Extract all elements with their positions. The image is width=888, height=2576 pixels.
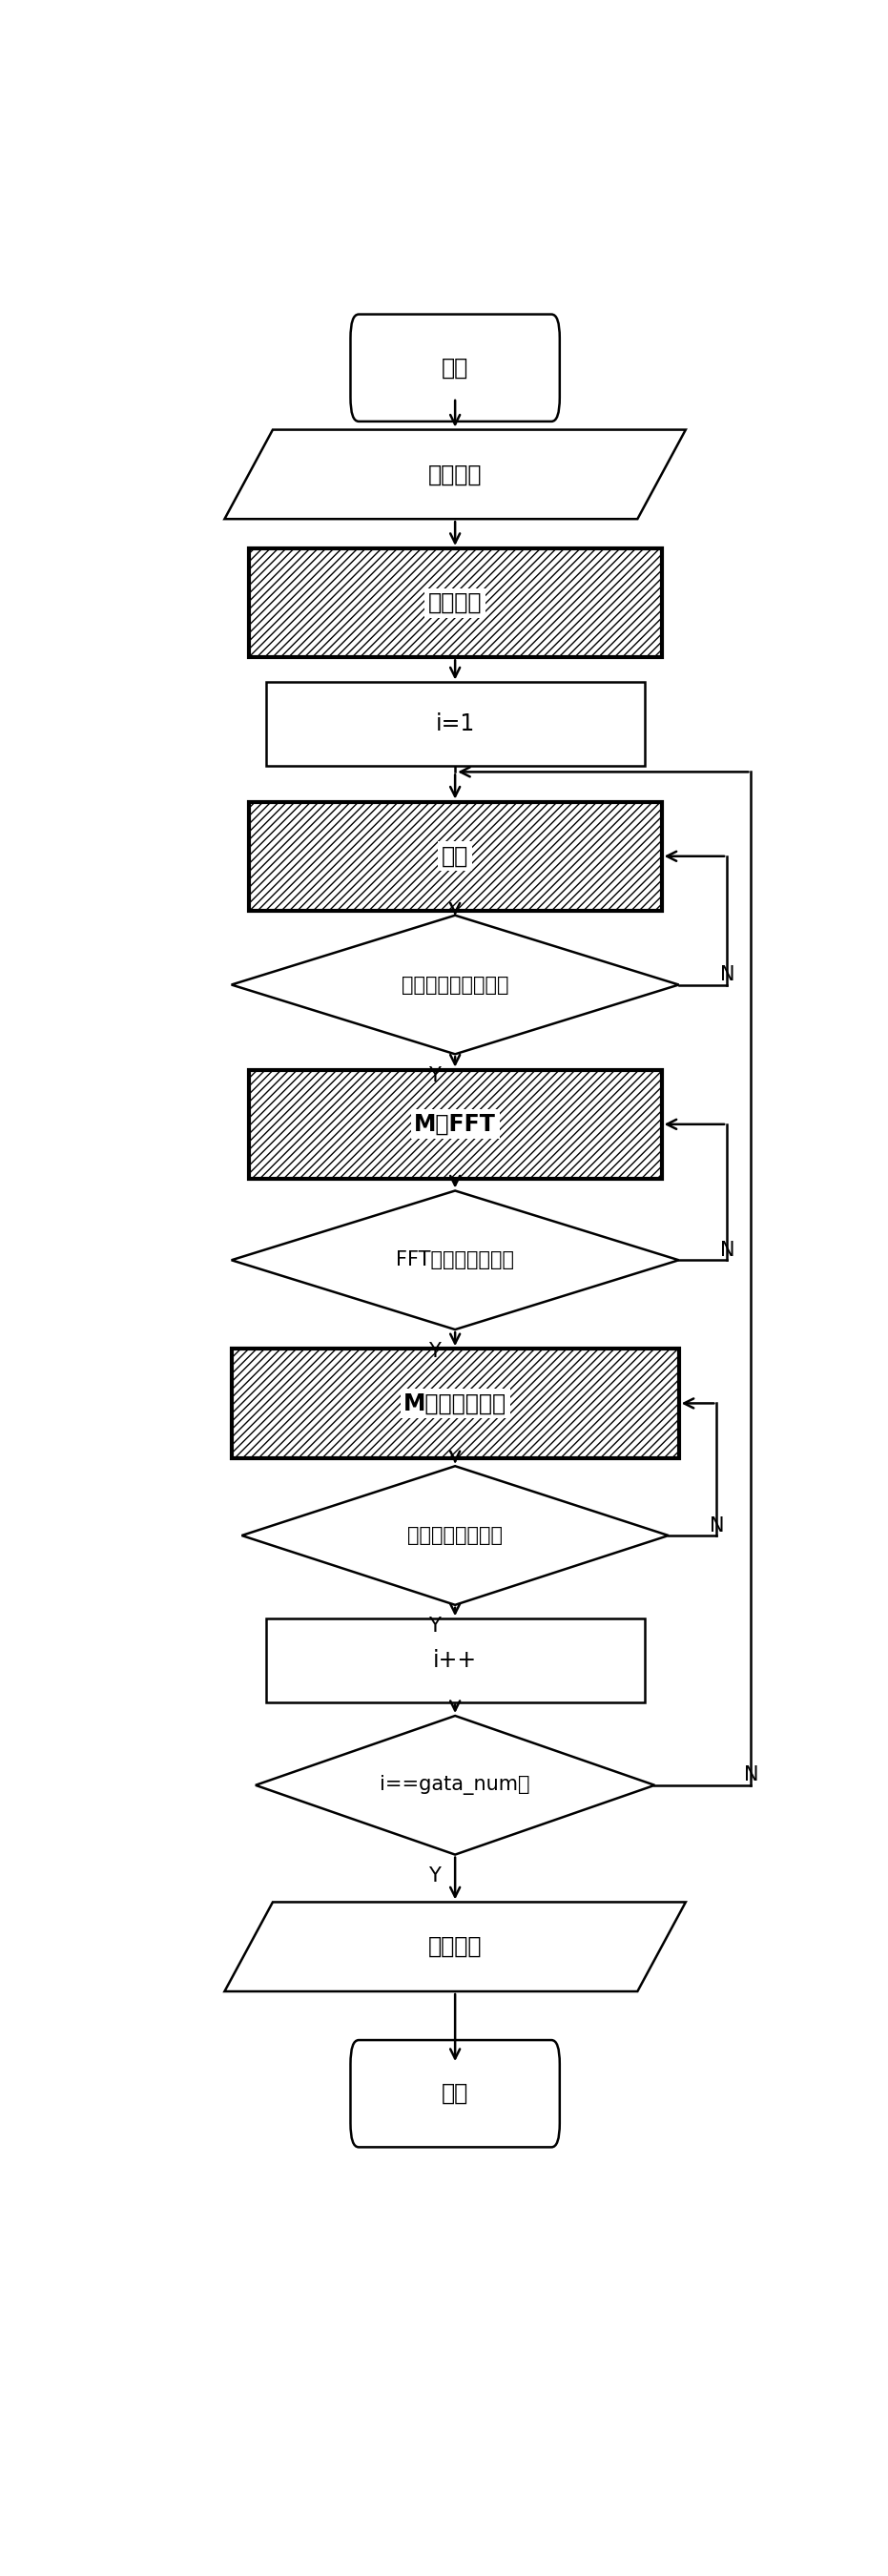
Bar xyxy=(266,1618,645,1703)
Bar xyxy=(232,1350,678,1458)
Bar xyxy=(232,1350,678,1458)
Text: M个复数取模值: M个复数取模值 xyxy=(403,1391,507,1414)
Text: N: N xyxy=(720,1242,735,1260)
Text: 矩阵转置: 矩阵转置 xyxy=(428,592,482,613)
Polygon shape xyxy=(232,914,678,1054)
Bar xyxy=(249,549,662,657)
Bar xyxy=(266,683,645,765)
Text: 加窗: 加窗 xyxy=(441,845,469,868)
Bar xyxy=(249,801,662,912)
FancyBboxPatch shape xyxy=(351,2040,559,2148)
Text: i==gata_num？: i==gata_num？ xyxy=(380,1775,530,1795)
Bar xyxy=(249,801,662,912)
Bar xyxy=(249,549,662,657)
Text: N: N xyxy=(744,1765,759,1785)
Polygon shape xyxy=(225,430,686,518)
Text: 输出数据: 输出数据 xyxy=(428,1935,482,1958)
Text: 取模值是否结束？: 取模值是否结束？ xyxy=(408,1525,503,1546)
Text: 加窗运算是否结束？: 加窗运算是否结束？ xyxy=(401,976,509,994)
Text: 结束: 结束 xyxy=(441,2081,469,2105)
Text: N: N xyxy=(720,966,735,984)
Polygon shape xyxy=(256,1716,654,1855)
Polygon shape xyxy=(225,1901,686,1991)
Text: i++: i++ xyxy=(433,1649,477,1672)
Text: FFT运算是否结束？: FFT运算是否结束？ xyxy=(396,1249,514,1270)
Bar xyxy=(249,1069,662,1180)
Text: 读入数据: 读入数据 xyxy=(428,464,482,487)
Text: M点FFT: M点FFT xyxy=(414,1113,496,1136)
Text: i=1: i=1 xyxy=(435,714,475,737)
Text: Y: Y xyxy=(428,1066,440,1084)
FancyBboxPatch shape xyxy=(351,314,559,422)
Text: Y: Y xyxy=(428,1868,440,1886)
Bar xyxy=(249,1069,662,1180)
Text: 开始: 开始 xyxy=(441,355,469,379)
Text: Y: Y xyxy=(428,1342,440,1360)
Polygon shape xyxy=(232,1190,678,1329)
Text: N: N xyxy=(710,1517,725,1535)
Polygon shape xyxy=(242,1466,669,1605)
Text: Y: Y xyxy=(428,1618,440,1636)
